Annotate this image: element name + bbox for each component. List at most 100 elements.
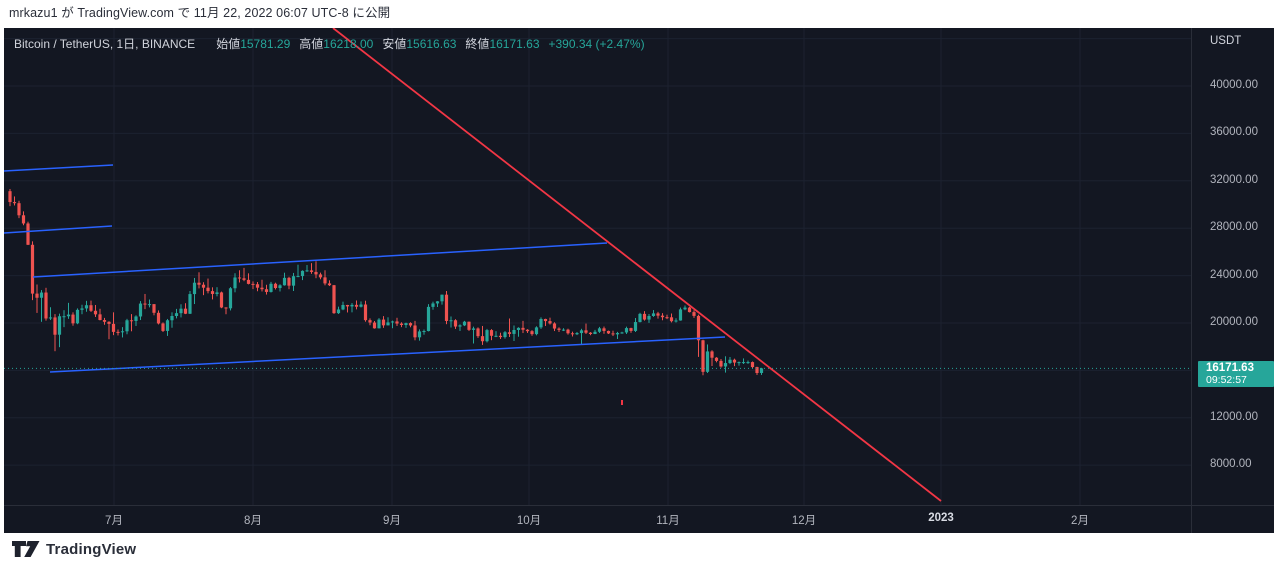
candle-wick (585, 323, 587, 335)
last-price-label: 16171.63 09:52:57 (1198, 361, 1274, 388)
candle-body (431, 303, 435, 307)
ohlc-high: 高値16218.00 (299, 37, 373, 51)
candle-body (476, 328, 480, 337)
tradingview-wordmark[interactable]: TradingView (46, 540, 137, 558)
candle-body (192, 282, 197, 295)
candle-body (120, 331, 125, 333)
candle-body (224, 307, 228, 309)
candle-body (75, 309, 80, 324)
candle-wick (297, 264, 299, 278)
candle-body (620, 332, 624, 334)
candle-body (525, 329, 530, 332)
candle-body (242, 278, 246, 280)
chart-canvas[interactable] (4, 28, 1274, 533)
chart-image[interactable]: Bitcoin / TetherUS, 1日, BINANCE 始値15781.2… (4, 28, 1274, 533)
candle-body (534, 327, 539, 335)
candle-body (593, 331, 597, 335)
candle-body (228, 288, 233, 309)
candle-wick (108, 321, 110, 340)
candle-body (174, 313, 179, 317)
candle-body (309, 270, 314, 272)
candle-body (170, 316, 174, 321)
high-label: 高値 (299, 37, 324, 51)
candle-wick (666, 314, 668, 320)
candle-body (197, 282, 201, 285)
candle-body (723, 363, 728, 367)
candle-wick (581, 328, 582, 345)
candle-body (728, 359, 732, 364)
red-downtrend-line[interactable] (332, 28, 942, 502)
candle-body (507, 332, 512, 334)
candle-body (287, 277, 291, 286)
candle-body (354, 304, 359, 307)
candle-body (71, 314, 75, 324)
low-value: 15616.63 (406, 37, 457, 51)
candle-body (539, 318, 543, 328)
blue-channel-upper-left-2[interactable] (4, 225, 113, 234)
candle-body (219, 292, 224, 308)
candle-wick (522, 320, 524, 334)
candle-body (336, 309, 341, 314)
candle-body (597, 328, 602, 332)
low-label: 安値 (382, 37, 407, 51)
candle-body (80, 308, 84, 310)
candle-body (327, 283, 332, 286)
candle-body (462, 321, 467, 326)
candle-body (530, 331, 534, 335)
candle-wick (149, 299, 150, 308)
candle-body (737, 362, 741, 364)
candle-body (237, 277, 242, 279)
time-tick-label: 8月 (244, 515, 262, 527)
candle-wick (252, 281, 254, 290)
candle-body (489, 330, 494, 336)
candle-body (305, 270, 309, 272)
last-price-value: 16171.63 (1206, 362, 1254, 375)
candle-body (408, 323, 413, 326)
candle-body (485, 330, 489, 342)
candle-body (575, 333, 579, 335)
price-tick-label: 12000.00 (1210, 410, 1258, 423)
candle-wick (738, 361, 740, 366)
high-value: 16218.00 (323, 37, 374, 51)
candle-body (656, 313, 660, 316)
candle-body (588, 332, 593, 335)
candle-body (710, 351, 714, 358)
candle-body (296, 276, 300, 278)
candle-body (435, 301, 440, 304)
blue-channel-mid[interactable] (32, 242, 608, 278)
candle-wick (207, 278, 209, 294)
candle-body (111, 323, 116, 332)
candle-wick (360, 301, 362, 308)
candle-wick (315, 261, 317, 279)
candle-body (467, 321, 471, 330)
candle-body (570, 333, 575, 335)
candle-wick (122, 327, 123, 338)
candle-body (494, 335, 498, 337)
open-value: 15781.29 (240, 37, 291, 51)
candle-body (260, 287, 264, 290)
footer-bar: TradingView (0, 533, 1280, 565)
candle-body (629, 328, 633, 331)
candle-body (548, 321, 552, 324)
candle-body (633, 322, 638, 331)
candle-body (179, 308, 183, 314)
candle-body (21, 215, 26, 224)
blue-channel-lower[interactable] (49, 336, 726, 373)
symbol-title: Bitcoin / TetherUS, 1日, BINANCE (14, 37, 196, 51)
blue-channel-upper-left-1[interactable] (4, 164, 114, 172)
candle-body (422, 331, 426, 333)
candle-body (57, 316, 62, 335)
candle-body (138, 303, 143, 317)
candle-wick (63, 310, 65, 328)
candle-body (381, 319, 386, 326)
candle-wick (518, 327, 519, 337)
close-label: 終値 (465, 37, 490, 51)
tradingview-logo-icon[interactable] (12, 539, 40, 559)
candle-body (255, 284, 260, 288)
candle-wick (509, 318, 510, 337)
candle-body (399, 323, 404, 326)
candle-body (188, 294, 192, 314)
candle-body (282, 277, 287, 286)
candle-body (561, 329, 566, 331)
candle-body (377, 319, 381, 329)
